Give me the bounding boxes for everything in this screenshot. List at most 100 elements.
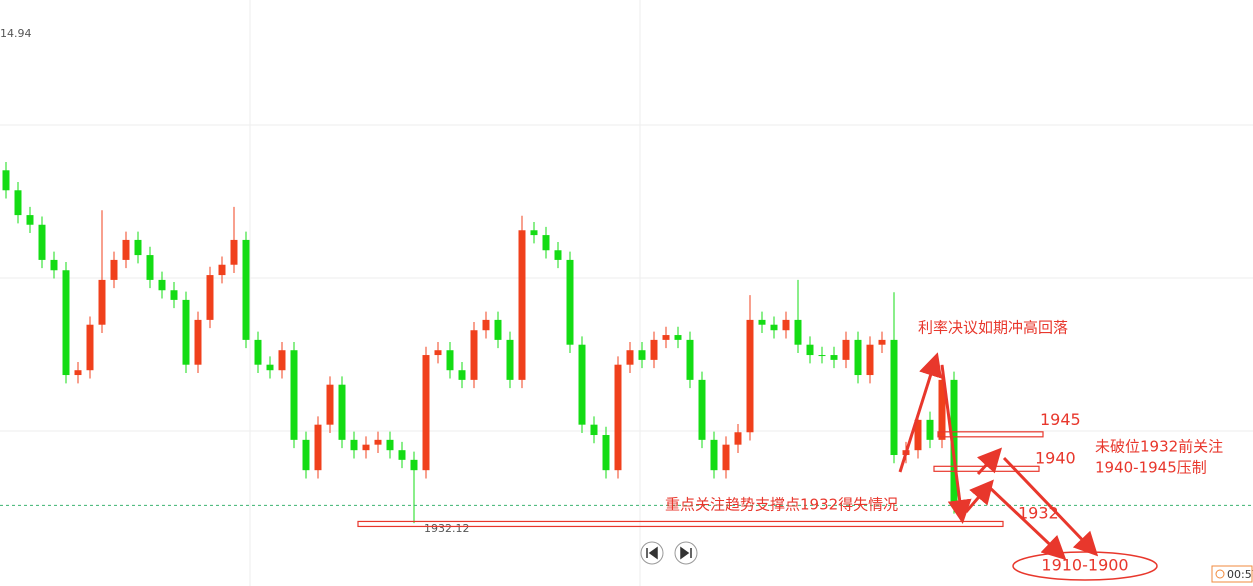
candle-body [782,319,790,331]
candle-body [422,355,430,471]
annotation: 1910-1900 [1041,556,1128,575]
candle-body [530,230,538,236]
candle-body [278,350,286,371]
candle-body [890,339,898,456]
candle-body [326,384,334,425]
level-label: 1945 [1040,410,1081,429]
candle-body [794,319,802,345]
candle-body [386,439,394,451]
candle-body [302,439,310,471]
candle-body [26,215,34,225]
candle-body [566,259,574,345]
low-label: 1932.12 [424,522,470,535]
candle-body [338,384,346,440]
arrow [964,479,994,513]
candle-body [518,230,526,380]
candle-body [686,339,694,380]
candle-body [110,259,118,280]
candle-body [350,439,358,451]
candle-body [38,224,46,260]
annotation: 1940-1945压制 [1095,459,1207,477]
candle-body [182,299,190,365]
candle-body [230,239,238,265]
arrow [986,484,1067,561]
candle-body [206,275,214,320]
candle-body [146,255,154,280]
candle-body [482,319,490,331]
candle-body [734,432,742,445]
candle-body [62,270,70,376]
candle-body [362,444,370,451]
level-label: 1940 [1035,448,1076,467]
candles: 1932.12 [0,162,1253,535]
candle-body [698,379,706,440]
candle-body [866,344,874,376]
arrow [940,364,972,524]
candle-body [86,324,94,371]
candle-body [458,370,466,380]
candle-body [410,459,418,471]
levels: 1945 1940 1932 [357,410,1081,528]
candle-body [542,235,550,251]
arrow [898,352,943,473]
annotation: 利率决议如期冲高回落 [918,319,1068,337]
candle-body [638,350,646,360]
candle-body [14,190,22,216]
candle-body [770,324,778,331]
candle-body [578,344,586,425]
candle-body [938,379,946,440]
candle-body [914,419,922,451]
candle-body [254,339,262,365]
candle-body [446,350,454,371]
candle-body [266,364,274,371]
price-label: 14.94 [0,27,32,40]
candle-body [158,279,166,291]
candle-body [950,379,958,506]
annotation: 重点关注趋势支撑点1932得失情况 [665,496,898,514]
candle-body [506,339,514,380]
candle-body [758,319,766,325]
arrows [898,352,1099,561]
candle-body [626,350,634,365]
candle-body [374,439,382,445]
candle-body [218,264,226,276]
candle-body [746,319,754,433]
candle-body [194,319,202,365]
time-label: 00:57 [1227,568,1253,581]
candle-body [818,355,826,357]
prev-icon [646,546,658,560]
candle-body [674,335,682,340]
level-box [357,520,1004,528]
candle-body [434,350,442,356]
candle-body [650,339,658,360]
arrow [976,447,1003,476]
next-icon [680,546,692,560]
annotation: 未破位1932前关注 [1095,438,1223,456]
candle-body [170,290,178,300]
candle-body [494,319,502,340]
candle-body [134,239,142,256]
candle-body [602,435,610,471]
playback[interactable] [640,541,698,565]
candle-body [242,239,250,340]
candle-body [554,250,562,260]
candle-body [314,424,322,471]
candle-body [722,444,730,471]
candle-body [614,364,622,471]
candle-body [662,335,670,340]
candle-body [290,350,298,440]
level-label: 1932 [1018,503,1059,522]
candle-body [842,339,850,360]
candle-body [98,279,106,325]
candle-body [878,339,886,345]
candle-body [470,330,478,380]
clock-icon [1215,569,1225,579]
level-box [937,431,1044,438]
candle-body [830,355,838,360]
candle-body [590,424,598,436]
candle-body [50,259,58,271]
level-box [933,465,1040,472]
candle-body [2,170,10,191]
